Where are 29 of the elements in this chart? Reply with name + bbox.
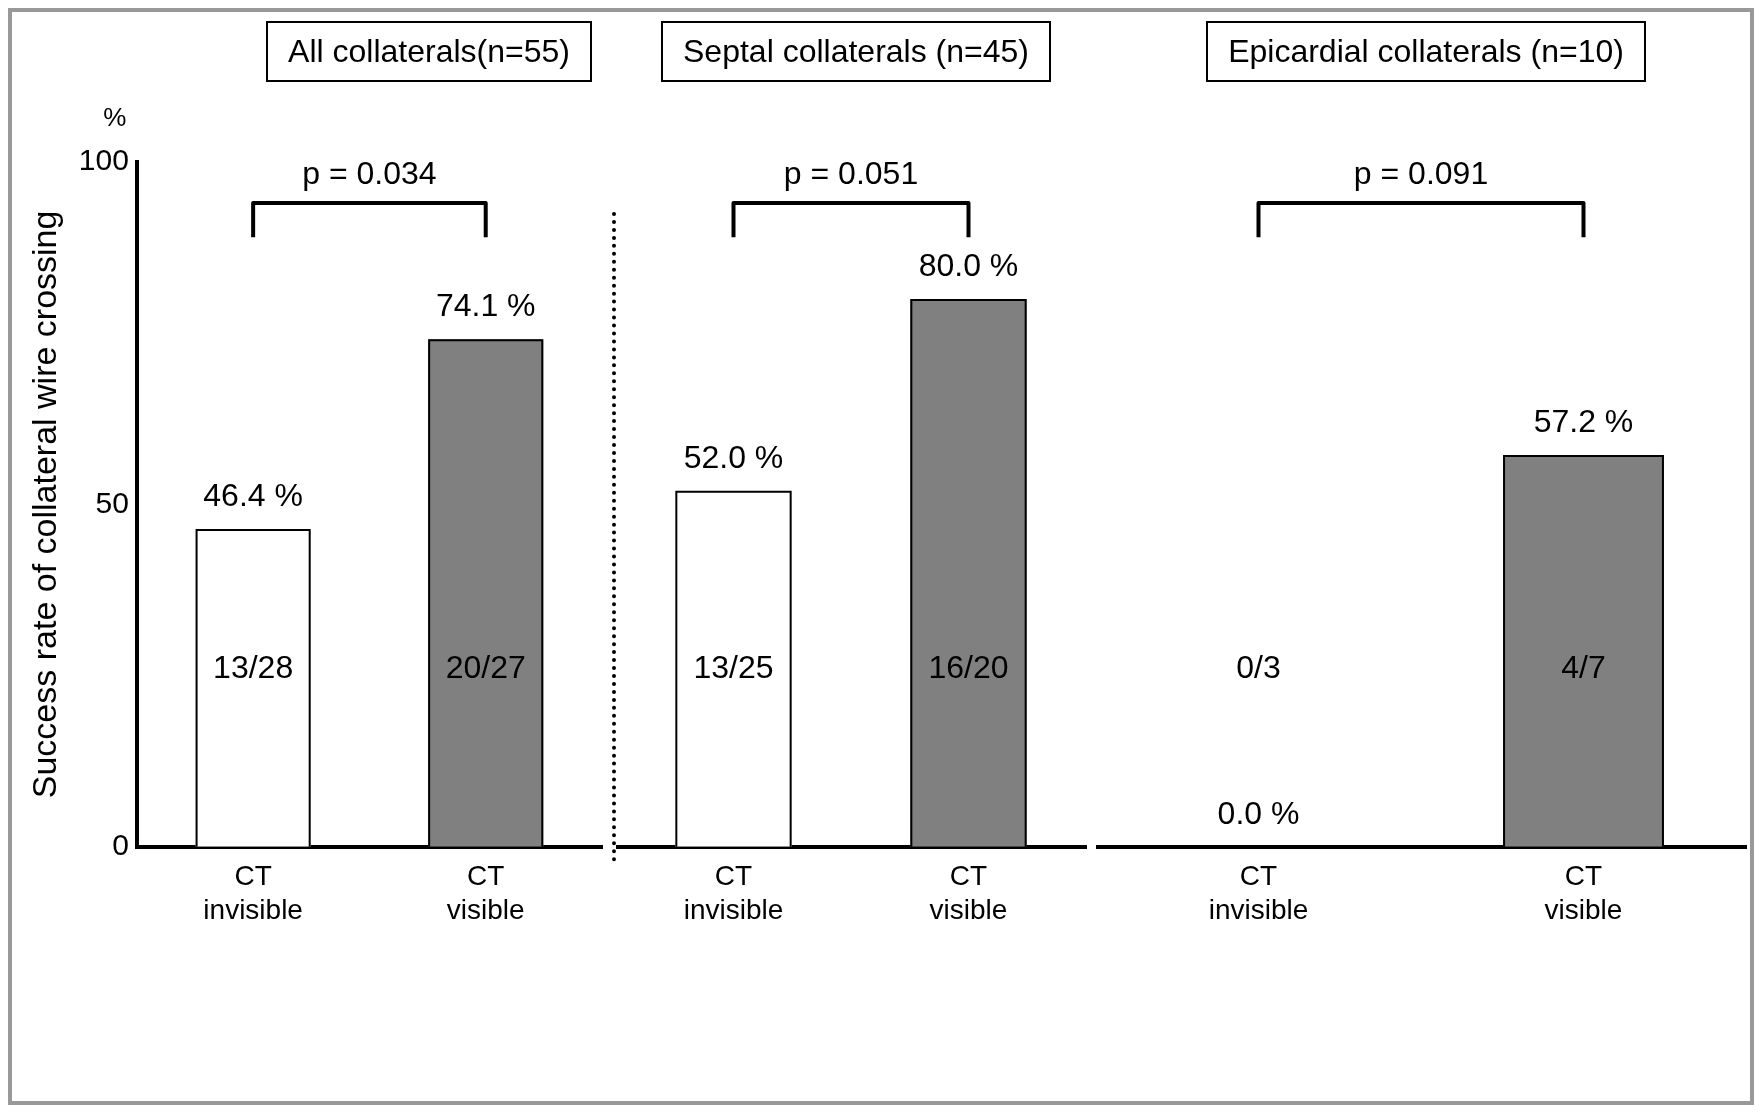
text: % <box>103 102 127 133</box>
x-tick-label: CT visible <box>446 860 525 925</box>
annotation: 4/7 <box>1561 648 1606 685</box>
y-axis-title: Success rate of collateral wire crossing <box>24 210 63 799</box>
annotation: p = 0.051 <box>783 154 919 191</box>
data-label: 80.0 % <box>918 246 1019 283</box>
chart-title: All collaterals(n=55) <box>266 21 592 82</box>
x-tick-label: CT invisible <box>203 860 303 925</box>
y-tick-label: 0 <box>112 828 129 862</box>
annotation: 13/28 <box>213 648 294 685</box>
annotation: 16/20 <box>928 648 1009 685</box>
x-tick-label: CT visible <box>929 860 1008 925</box>
x-tick-label: CT invisible <box>1208 860 1309 925</box>
data-label: 46.4 % <box>203 476 303 513</box>
annotation: 13/25 <box>693 648 774 685</box>
y-tick-label: 100 <box>78 143 129 177</box>
x-tick-label: CT visible <box>1544 860 1623 925</box>
y-tick-label: 50 <box>95 485 129 519</box>
chart-title: Epicardial collaterals (n=10) <box>1206 21 1646 82</box>
chart-title: Septal collaterals (n=45) <box>661 21 1051 82</box>
data-label: 0.0 % <box>1217 794 1300 831</box>
data-label: 52.0 % <box>683 438 784 475</box>
data-label: 74.1 % <box>435 287 536 324</box>
annotation: 0/3 <box>1236 648 1281 685</box>
x-tick-label: CT invisible <box>683 860 784 925</box>
annotation: p = 0.091 <box>1353 154 1489 191</box>
data-label: 57.2 % <box>1533 402 1634 439</box>
annotation: p = 0.034 <box>302 154 437 191</box>
annotation: 20/27 <box>445 648 526 685</box>
